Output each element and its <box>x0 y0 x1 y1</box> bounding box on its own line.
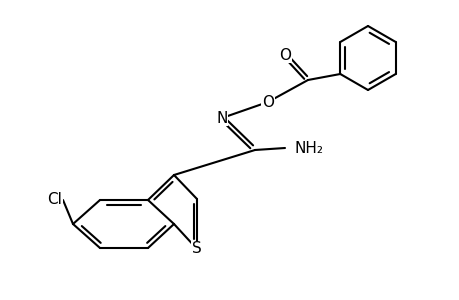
Text: NH₂: NH₂ <box>294 140 323 155</box>
Text: N: N <box>216 110 227 125</box>
Text: O: O <box>279 47 291 62</box>
Text: Cl: Cl <box>47 193 62 208</box>
Text: O: O <box>262 94 274 110</box>
Text: S: S <box>192 242 202 256</box>
